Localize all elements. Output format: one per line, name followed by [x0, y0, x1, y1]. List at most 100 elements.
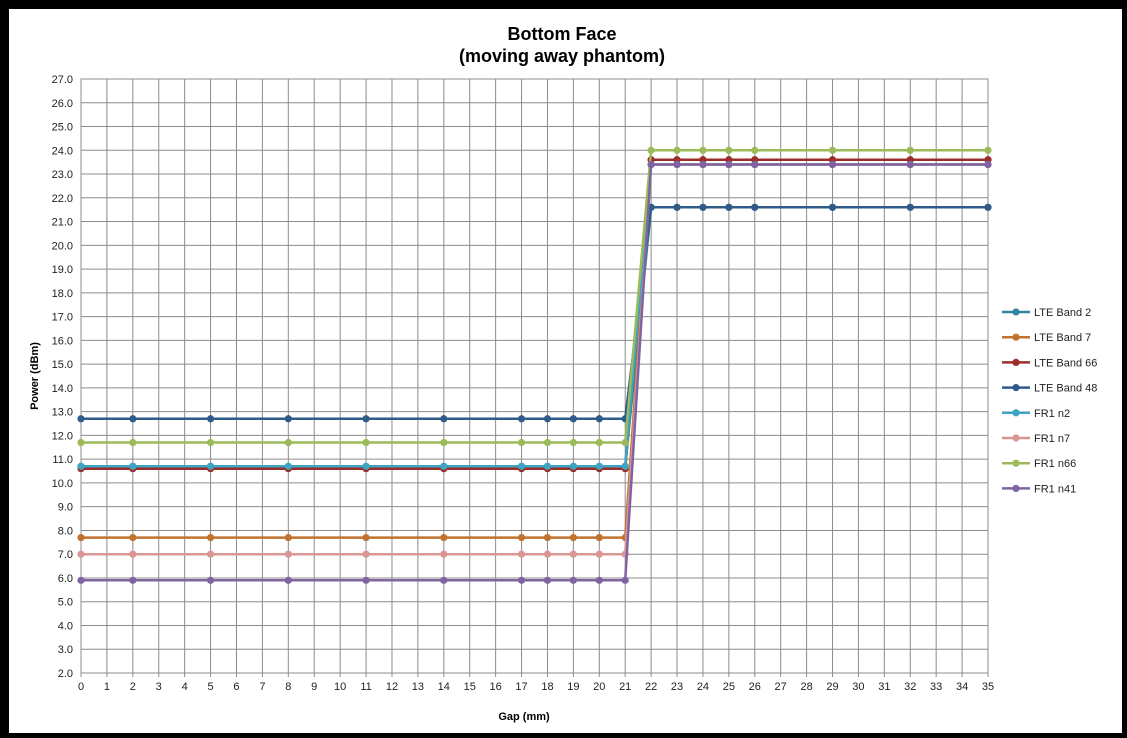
data-point: [517, 576, 526, 584]
y-tick-label: 24.0: [52, 145, 73, 157]
series-fr1-n41: [77, 160, 992, 584]
legend: LTE Band 2 LTE Band 7 LTE Band 66 LTE Band …: [1002, 307, 1097, 495]
data-point: [362, 415, 370, 423]
y-tick-label: 5.0: [58, 597, 73, 609]
x-tick-label: 2: [130, 681, 136, 693]
data-point: [517, 415, 526, 423]
x-tick-label: 1: [104, 681, 110, 693]
legend-item: LTE Band 7: [1002, 332, 1091, 344]
series-line: [81, 163, 988, 582]
data-point: [751, 203, 759, 211]
data-point: [906, 160, 914, 169]
series-lte-band-66: [77, 156, 992, 473]
x-tick-label: 8: [285, 681, 291, 693]
data-point: [569, 550, 577, 558]
y-tick-label: 26.0: [52, 98, 73, 110]
legend-swatch-marker: [1012, 409, 1020, 417]
data-point: [284, 533, 292, 542]
legend-item: FR1 n66: [1002, 458, 1076, 470]
data-point: [440, 576, 448, 584]
y-tick-label: 7.0: [58, 549, 73, 561]
data-point: [362, 438, 370, 447]
legend-swatch-marker: [1012, 384, 1020, 392]
series-line: [81, 158, 988, 539]
data-point: [362, 550, 370, 558]
data-point: [673, 203, 681, 211]
data-point: [517, 550, 526, 558]
data-point: [206, 576, 215, 584]
data-point: [984, 160, 992, 169]
data-point: [77, 576, 85, 584]
x-tick-label: 5: [208, 681, 214, 693]
legend-label: LTE Band 2: [1034, 307, 1091, 319]
data-point: [129, 438, 137, 447]
data-point: [440, 462, 448, 470]
data-point: [284, 576, 292, 584]
y-axis-title: Power (dBm): [29, 342, 41, 410]
data-point: [569, 415, 577, 423]
data-point: [699, 203, 707, 211]
data-point: [284, 462, 292, 470]
legend-label: FR1 n66: [1034, 458, 1076, 470]
data-point: [440, 550, 448, 558]
y-tick-label: 11.0: [52, 454, 73, 466]
x-tick-label: 16: [490, 681, 502, 693]
x-tick-label: 6: [233, 681, 239, 693]
data-point: [284, 438, 292, 447]
data-point: [362, 533, 370, 542]
y-tick-label: 3.0: [58, 644, 73, 656]
series-fr1-n7: [77, 160, 992, 558]
data-point: [129, 533, 137, 542]
data-point: [699, 160, 707, 169]
data-point: [621, 438, 629, 447]
legend-label: LTE Band 7: [1034, 332, 1091, 344]
legend-swatch-marker: [1012, 333, 1020, 341]
x-axis-tick-labels: 0 1 2 3 4 5 6 7 8 9 10 11 12 13 14 15 16 17 18 19 20 21 22 23 24…: [78, 681, 994, 693]
legend-swatch-marker: [1012, 358, 1020, 366]
data-point: [517, 438, 526, 447]
y-tick-label: 2.0: [58, 668, 73, 680]
data-point: [440, 438, 448, 447]
y-tick-label: 27.0: [52, 74, 73, 86]
x-tick-label: 25: [723, 681, 735, 693]
data-point: [77, 415, 85, 423]
data-point: [906, 146, 914, 154]
data-point: [206, 533, 215, 542]
legend-item: FR1 n7: [1002, 433, 1070, 445]
series-fr1-n66: [77, 146, 992, 447]
y-tick-label: 13.0: [52, 407, 73, 419]
data-point: [569, 462, 577, 470]
data-point: [284, 550, 292, 558]
series-line: [81, 149, 988, 444]
series-line: [81, 163, 988, 556]
data-point: [569, 438, 577, 447]
y-tick-label: 22.0: [52, 193, 73, 205]
legend-item: LTE Band 2: [1002, 307, 1091, 319]
y-tick-label: 10.0: [52, 478, 73, 490]
data-point: [543, 462, 552, 470]
data-point: [206, 438, 215, 447]
data-point: [129, 576, 137, 584]
legend-label: FR1 n7: [1034, 433, 1070, 445]
x-tick-label: 27: [775, 681, 787, 693]
plot-area: [77, 146, 992, 584]
y-tick-label: 8.0: [58, 525, 73, 537]
x-tick-label: 33: [930, 681, 942, 693]
data-point: [543, 550, 552, 558]
plot-border: [80, 78, 989, 674]
y-tick-label: 6.0: [58, 573, 73, 585]
data-point: [828, 160, 837, 169]
data-point: [906, 203, 914, 211]
series-lte-band-2: [77, 203, 992, 470]
series-lte-band-7: [77, 156, 992, 542]
legend-label: LTE Band 48: [1034, 383, 1097, 395]
data-point: [206, 550, 215, 558]
series-line: [81, 206, 988, 421]
data-point: [543, 415, 552, 423]
data-point: [673, 160, 681, 169]
data-point: [284, 415, 292, 423]
x-tick-label: 23: [671, 681, 683, 693]
x-tick-label: 26: [749, 681, 761, 693]
data-point: [543, 438, 552, 447]
data-point: [517, 533, 526, 542]
